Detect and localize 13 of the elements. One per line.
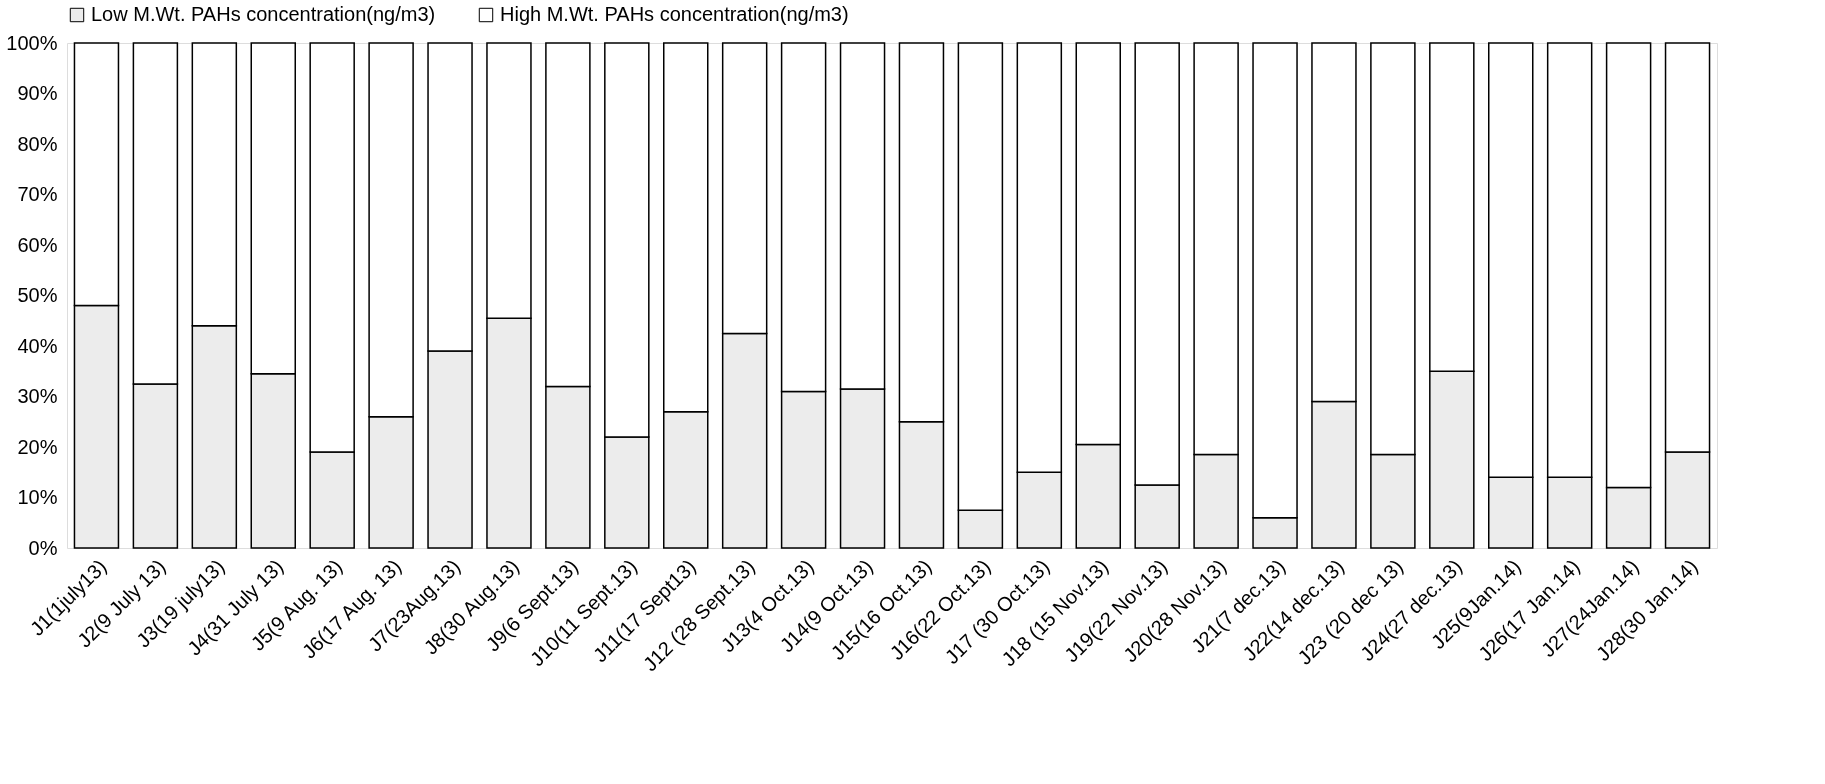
y-tick-label: 50% xyxy=(17,284,58,306)
y-tick-label: 0% xyxy=(28,536,58,559)
y-tick-label: 30% xyxy=(17,385,58,407)
y-tick-label: 80% xyxy=(17,132,58,155)
y-tick-label: 60% xyxy=(17,233,58,256)
legend-label: Low M.Wt. PAHs concentration(ng/m3) xyxy=(91,3,436,25)
y-tick-label: 40% xyxy=(17,334,58,357)
y-tick-label: 70% xyxy=(17,183,58,205)
legend-label: High M.Wt. PAHs concentration(ng/m3) xyxy=(500,3,849,25)
y-tick-label: 90% xyxy=(17,82,58,104)
y-tick-label: 100% xyxy=(6,31,58,54)
y-tick-label: 10% xyxy=(17,486,58,508)
y-tick-label: 20% xyxy=(17,435,58,458)
